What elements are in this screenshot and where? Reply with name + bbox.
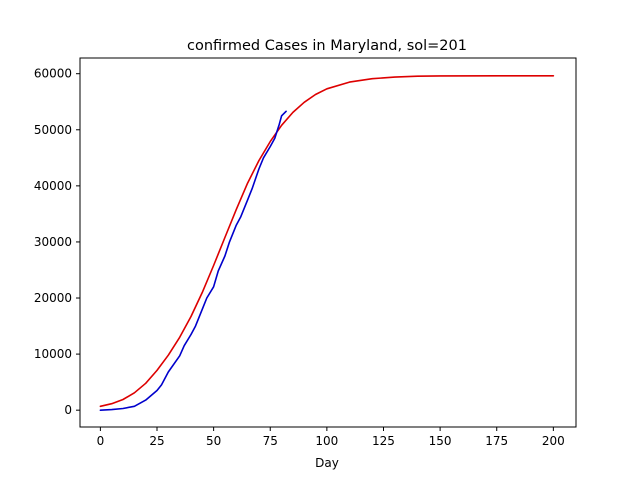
x-tick-label: 0 bbox=[97, 434, 105, 448]
x-axis: 0 25 50 75 100 125 150 175 200 bbox=[97, 427, 565, 448]
chart-title: confirmed Cases in Maryland, sol=201 bbox=[187, 38, 467, 54]
x-tick-label: 150 bbox=[429, 434, 452, 448]
y-tick-label: 60000 bbox=[34, 67, 72, 81]
x-tick-label: 25 bbox=[149, 434, 164, 448]
x-tick-label: 75 bbox=[263, 434, 278, 448]
y-tick-label: 30000 bbox=[34, 235, 72, 249]
x-tick-label: 125 bbox=[372, 434, 395, 448]
x-axis-label: Day bbox=[315, 456, 339, 470]
y-tick-label: 0 bbox=[64, 403, 72, 417]
series-line-0 bbox=[99, 110, 287, 412]
series-layer bbox=[99, 75, 555, 412]
x-tick-label: 100 bbox=[315, 434, 338, 448]
y-tick-label: 50000 bbox=[34, 123, 72, 137]
x-tick-label: 175 bbox=[485, 434, 508, 448]
series-line-1 bbox=[99, 75, 555, 408]
y-axis: 0 10000 20000 30000 40000 50000 60000 bbox=[34, 67, 80, 417]
x-tick-label: 200 bbox=[542, 434, 565, 448]
x-tick-label: 50 bbox=[206, 434, 221, 448]
y-tick-label: 20000 bbox=[34, 291, 72, 305]
axes-frame bbox=[79, 57, 577, 428]
y-tick-label: 10000 bbox=[34, 347, 72, 361]
y-tick-label: 40000 bbox=[34, 179, 72, 193]
